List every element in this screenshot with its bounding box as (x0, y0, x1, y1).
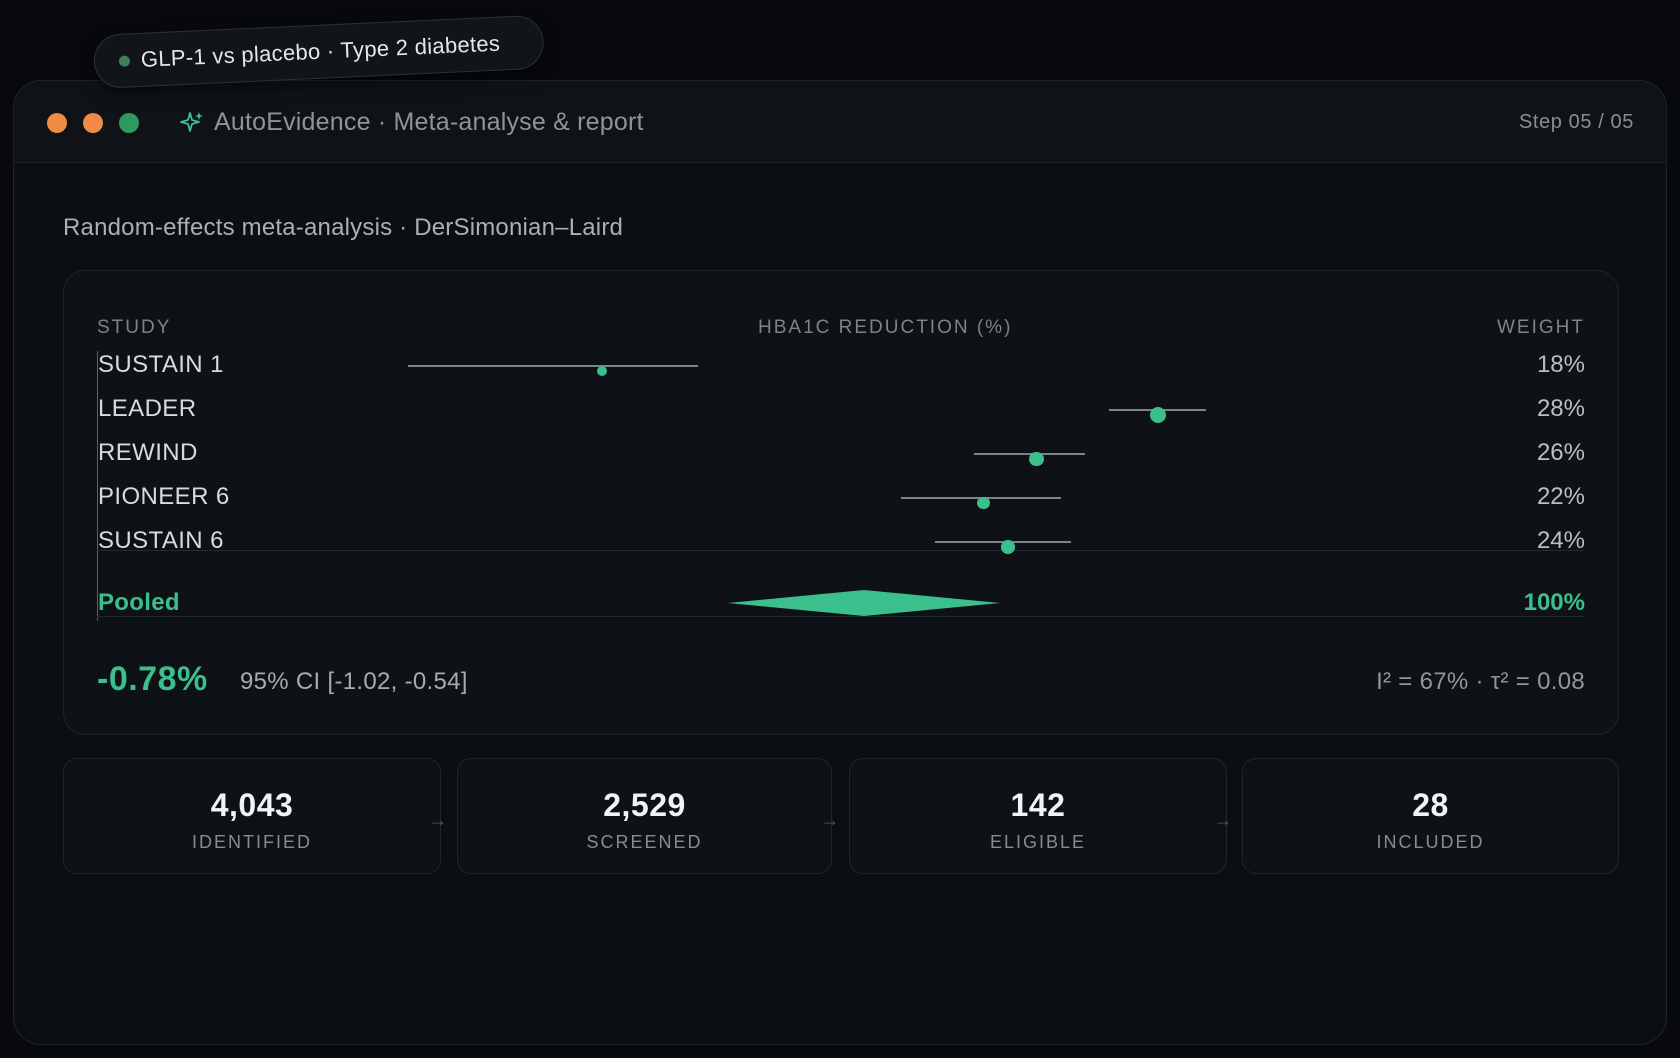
study-column-header: STUDY (97, 317, 172, 338)
sparkle-icon (180, 112, 203, 132)
study-weight: 28% (1536, 395, 1585, 422)
flow-count: 2,529 (603, 787, 686, 823)
study-weight: 24% (1536, 527, 1585, 554)
heterogeneity-stats: I² = 67% · τ² = 0.08 (1376, 668, 1585, 695)
flow-arrow-icon: → (429, 810, 447, 830)
study-point (1000, 540, 1015, 554)
pooled-divider (97, 550, 1584, 551)
flow-arrow-icon: → (1214, 810, 1232, 830)
study-name: SUSTAIN 1 (98, 351, 224, 378)
study-point (1149, 407, 1166, 423)
topic-pill-text: GLP-1 vs placebo · Type 2 diabetes (140, 30, 501, 72)
title-bar: AutoEvidence · Meta-analyse & report Ste… (14, 81, 1666, 163)
flow-label: INCLUDED (1376, 832, 1485, 852)
topic-pill[interactable]: GLP-1 vs placebo · Type 2 diabetes (92, 14, 545, 89)
pooled-label: Pooled (98, 589, 180, 616)
status-dot-icon (118, 55, 131, 67)
close-window-button[interactable] (47, 113, 67, 133)
section-title: Random-effects meta-analysis · DerSimoni… (63, 214, 624, 241)
minimize-window-button[interactable] (83, 113, 103, 133)
study-name: LEADER (98, 395, 197, 422)
flow-label: ELIGIBLE (989, 832, 1087, 852)
step-indicator: Step 05 / 05 (1518, 111, 1634, 133)
forest-plot-panel: STUDY HBA1C REDUCTION (%) WEIGHT Pooled … (63, 270, 1619, 735)
flow-label: SCREENED (586, 832, 703, 852)
pooled-confidence-interval: 95% CI [-1.02, -0.54] (240, 668, 468, 695)
study-point (596, 366, 607, 376)
pooled-diamond (728, 590, 1000, 616)
effect-column-header: HBA1C REDUCTION (%) (758, 317, 1013, 338)
flow-count: 4,043 (210, 787, 294, 823)
study-name: REWIND (98, 439, 198, 466)
study-ci-line (408, 365, 699, 367)
study-weight: 26% (1536, 439, 1585, 466)
pooled-weight: 100% (1523, 589, 1585, 616)
study-name: SUSTAIN 6 (98, 527, 224, 554)
flow-count: 28 (1412, 787, 1449, 823)
flow-card-included: 28 INCLUDED (1242, 758, 1619, 874)
flow-card-screened: 2,529 SCREENED (457, 758, 832, 874)
app-window: AutoEvidence · Meta-analyse & report Ste… (13, 80, 1667, 1045)
weight-column-header: WEIGHT (1497, 317, 1585, 338)
study-weight: 18% (1536, 351, 1585, 378)
app-title: AutoEvidence · Meta-analyse & report (214, 108, 644, 136)
pooled-effect-value: -0.78% (97, 660, 208, 698)
study-name: PIONEER 6 (98, 483, 230, 510)
flow-arrow-icon: → (821, 810, 839, 830)
study-point (1029, 451, 1045, 467)
summary-divider (97, 616, 1584, 617)
flow-count: 142 (1010, 787, 1066, 823)
maximize-window-button[interactable] (119, 113, 139, 133)
flow-label: IDENTIFIED (191, 832, 312, 852)
forest-axis-line (97, 351, 98, 621)
study-weight: 22% (1536, 483, 1585, 510)
flow-card-eligible: 142 ELIGIBLE (849, 758, 1227, 874)
flow-card-identified: 4,043 IDENTIFIED (63, 758, 441, 874)
study-point (977, 496, 990, 510)
